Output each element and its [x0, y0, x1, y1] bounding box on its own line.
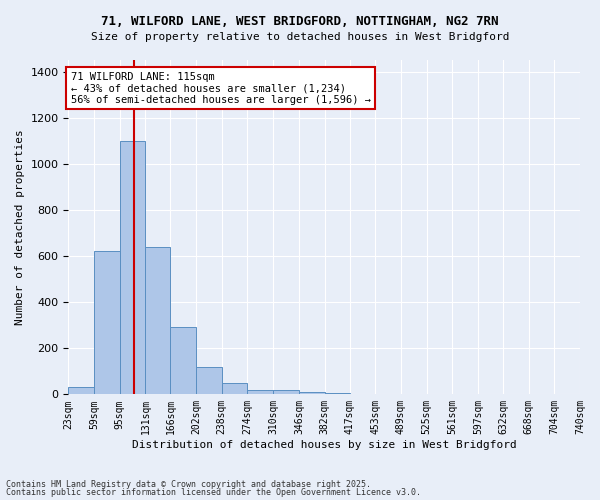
Bar [170, 328, 196, 394]
Y-axis label: Number of detached properties: Number of detached properties [15, 130, 25, 325]
Bar [325, 393, 350, 394]
Bar [94, 252, 120, 394]
Bar [68, 388, 94, 394]
Bar [222, 383, 247, 394]
Bar [120, 140, 145, 394]
Text: Contains public sector information licensed under the Open Government Licence v3: Contains public sector information licen… [6, 488, 421, 497]
Bar [145, 247, 170, 394]
Text: Contains HM Land Registry data © Crown copyright and database right 2025.: Contains HM Land Registry data © Crown c… [6, 480, 371, 489]
Text: 71 WILFORD LANE: 115sqm
← 43% of detached houses are smaller (1,234)
56% of semi: 71 WILFORD LANE: 115sqm ← 43% of detache… [71, 72, 371, 104]
Bar [247, 390, 273, 394]
Text: Size of property relative to detached houses in West Bridgford: Size of property relative to detached ho… [91, 32, 509, 42]
Text: 71, WILFORD LANE, WEST BRIDGFORD, NOTTINGHAM, NG2 7RN: 71, WILFORD LANE, WEST BRIDGFORD, NOTTIN… [101, 15, 499, 28]
Bar [299, 392, 325, 394]
Bar [273, 390, 299, 394]
Bar [196, 366, 222, 394]
X-axis label: Distribution of detached houses by size in West Bridgford: Distribution of detached houses by size … [132, 440, 517, 450]
